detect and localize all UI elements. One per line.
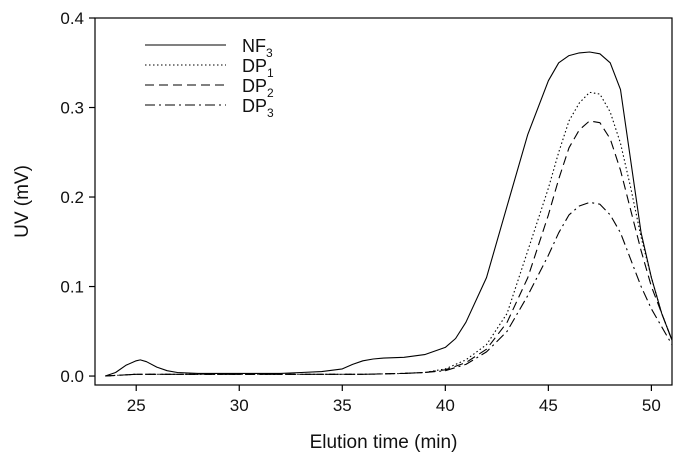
series-line-dp3	[105, 201, 673, 377]
y-tick-label: 0.3	[60, 99, 84, 118]
x-tick-label: 30	[230, 396, 249, 415]
x-tick-label: 35	[333, 396, 352, 415]
legend-label-nf3: NF3	[242, 36, 273, 60]
y-axis-title: UV (mV)	[12, 165, 33, 238]
x-tick-label: 40	[436, 396, 455, 415]
y-tick-label: 0.4	[60, 9, 84, 28]
legend-label-dp1: DP1	[242, 56, 274, 80]
legend-label-dp3: DP3	[242, 96, 274, 120]
plot-area	[94, 17, 673, 386]
x-tick-label: 25	[127, 396, 146, 415]
x-tick-label: 45	[539, 396, 558, 415]
legend-label-dp2: DP2	[242, 76, 274, 100]
ticks-layer: 25 30 35 40 45 50 0.0 0.1 0.2 0.3 0.4	[60, 9, 660, 415]
series-layer	[105, 51, 673, 377]
x-tick-label: 50	[642, 396, 661, 415]
y-tick-label: 0.1	[60, 278, 84, 297]
y-tick-label: 0.2	[60, 188, 84, 207]
series-line-nf3	[105, 51, 673, 377]
y-tick-label: 0.0	[60, 367, 84, 386]
x-axis-title: Elution time (min)	[310, 432, 458, 453]
plot-frame	[94, 17, 673, 386]
